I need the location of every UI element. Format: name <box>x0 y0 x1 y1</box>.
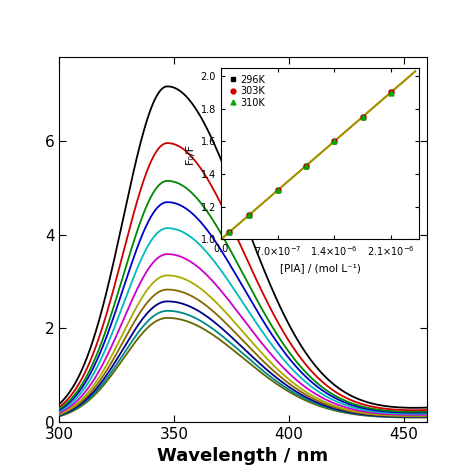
296K <box>226 229 232 235</box>
310K <box>246 212 252 218</box>
Line: 303K: 303K <box>227 90 393 235</box>
296K <box>388 89 394 95</box>
310K <box>303 163 309 169</box>
303K <box>388 90 394 95</box>
296K <box>303 163 309 169</box>
303K <box>331 138 337 144</box>
Legend: 296K, 303K, 310K: 296K, 303K, 310K <box>226 73 267 109</box>
310K <box>388 90 394 95</box>
303K <box>303 163 309 169</box>
Line: 310K: 310K <box>227 90 393 235</box>
310K <box>226 229 232 235</box>
303K <box>246 212 252 218</box>
Line: 296K: 296K <box>227 90 393 235</box>
310K <box>275 188 281 193</box>
296K <box>360 114 365 119</box>
296K <box>275 187 281 193</box>
303K <box>275 188 281 193</box>
296K <box>246 212 252 218</box>
303K <box>226 229 232 235</box>
310K <box>360 114 365 120</box>
303K <box>360 114 365 120</box>
X-axis label: [PIA] / (mol L⁻¹): [PIA] / (mol L⁻¹) <box>280 264 361 273</box>
X-axis label: Wavelength / nm: Wavelength / nm <box>157 447 328 465</box>
Y-axis label: F₀/F: F₀/F <box>185 143 195 164</box>
296K <box>331 138 337 144</box>
310K <box>331 138 337 144</box>
